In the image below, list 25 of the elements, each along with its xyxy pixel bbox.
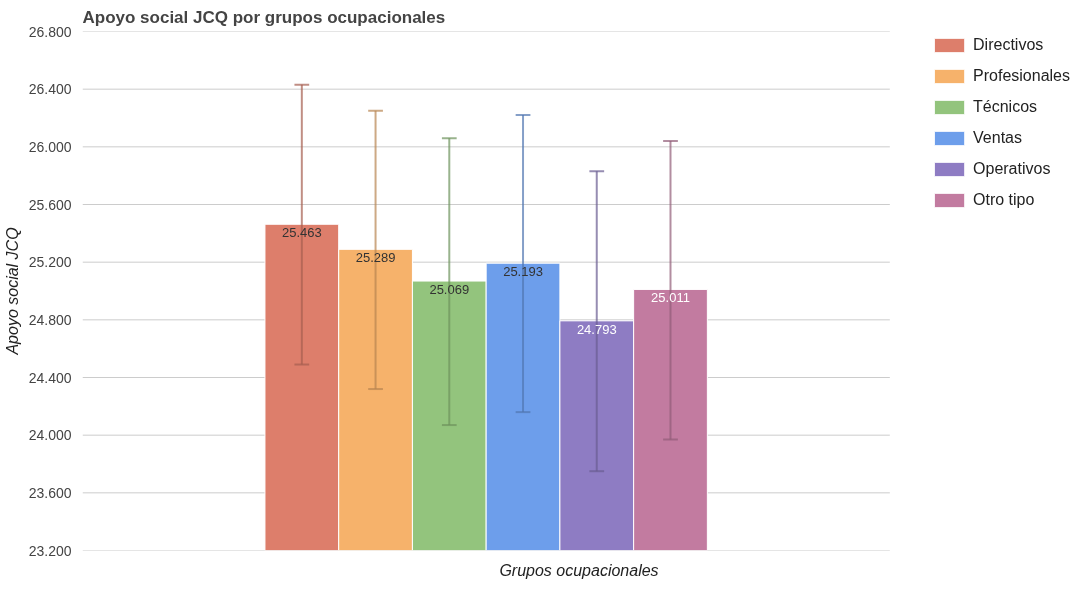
data-label: 25.289 [355, 250, 396, 266]
data-label: 25.193 [503, 264, 543, 280]
y-tick-label: 26.800 [28, 23, 72, 40]
legend-label: Directivos [973, 36, 1044, 54]
data-label: 25.069 [429, 282, 470, 298]
y-tick-label: 26.400 [28, 81, 72, 98]
y-tick-label: 26.000 [28, 138, 72, 155]
chart-title: Apoyo social JCQ por grupos ocupacionales [82, 7, 446, 27]
data-label: 24.793 [576, 321, 617, 337]
x-axis-title: Grupos ocupacionales [499, 561, 659, 579]
y-tick-label: 25.600 [28, 196, 72, 213]
y-tick-label: 23.600 [28, 484, 72, 501]
y-tick-label: 24.800 [28, 311, 72, 328]
y-tick-label: 23.200 [28, 542, 72, 559]
y-axis-title: Apoyo social JCQ [3, 227, 21, 356]
data-label: 25.011 [651, 290, 690, 306]
y-tick-label: 25.200 [28, 254, 72, 271]
legend-label: Otro tipo [973, 191, 1035, 209]
legend-label: Operativos [973, 160, 1051, 178]
legend-label: Ventas [973, 129, 1022, 147]
data-label: 25.463 [281, 225, 322, 241]
y-tick-label: 24.400 [28, 369, 72, 386]
y-tick-label: 24.000 [28, 427, 72, 444]
legend-label: Profesionales [973, 67, 1070, 85]
legend-label: Técnicos [973, 98, 1038, 116]
